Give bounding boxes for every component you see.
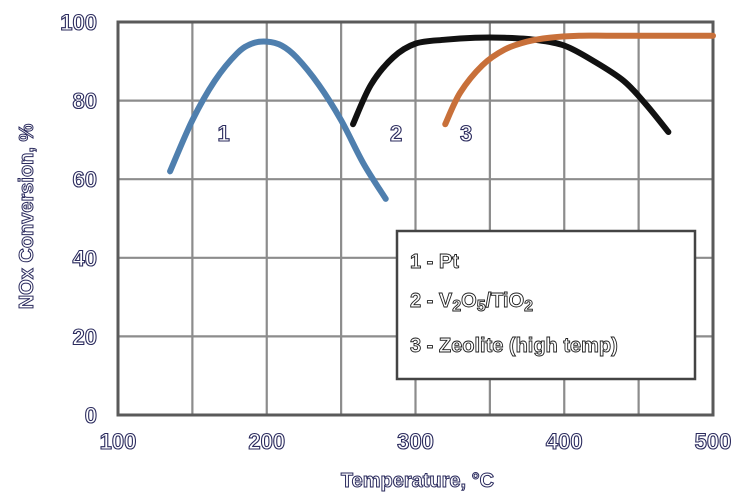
- curve-label-3: 3: [460, 121, 472, 146]
- x-tick-label: 500: [695, 429, 732, 454]
- curve-label-2: 2: [390, 121, 402, 146]
- curve-labels: 1 2 3: [217, 120, 473, 146]
- legend-entry-2: 2 - V2O5/TiO2: [410, 290, 533, 315]
- curve-label-1: 1: [217, 121, 229, 146]
- series-line-1: [167, 38, 389, 202]
- series-line-3: [442, 32, 716, 128]
- legend-box: [395, 229, 697, 381]
- grid-lines: [118, 22, 713, 415]
- series-line-2: [350, 34, 672, 136]
- legend-entry-1: 1 - Pt: [410, 251, 459, 273]
- x-axis-ticks: 100 200 300 400 500: [99, 428, 732, 454]
- legend-entry-3: 3 - Zeolite (high temp): [410, 335, 618, 357]
- y-tick-label: 20: [73, 324, 97, 349]
- y-tick-label: 60: [73, 167, 97, 192]
- plot-frame: [116, 20, 715, 417]
- x-tick-label: 100: [100, 429, 137, 454]
- x-axis-label: Temperature, °C: [341, 470, 494, 492]
- y-axis-label: NOx Conversion, %: [16, 123, 38, 309]
- y-axis-ticks: 0 20 40 60 80 100: [60, 9, 98, 428]
- y-tick-label: 0: [85, 403, 97, 428]
- x-tick-label: 300: [397, 429, 434, 454]
- x-tick-label: 200: [248, 429, 285, 454]
- y-tick-label: 80: [73, 89, 97, 114]
- y-tick-label: 40: [73, 246, 97, 271]
- x-tick-label: 400: [546, 429, 583, 454]
- series-lines: [167, 32, 716, 202]
- y-tick-label: 100: [60, 10, 97, 35]
- legend: 1 - Pt 2 - V2O5/TiO2 3 - Zeolite (high t…: [395, 229, 697, 381]
